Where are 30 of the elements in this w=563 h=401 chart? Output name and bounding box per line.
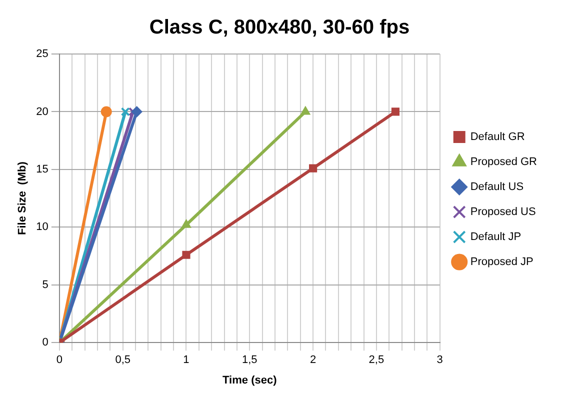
point [181, 219, 192, 228]
y-tick-label: 20 [36, 106, 48, 118]
legend-label: Proposed US [470, 206, 536, 218]
x-axis-title: Time (sec) [222, 374, 278, 386]
point [131, 106, 142, 118]
x-tick-label: 1,5 [242, 354, 258, 366]
x-tick-label: 0 [56, 354, 62, 366]
point [391, 108, 400, 116]
point [309, 164, 318, 172]
point [300, 106, 310, 115]
x-tick-label: 2,5 [368, 354, 384, 366]
chart-title: Class C, 800x480, 30-60 fps [149, 16, 410, 39]
y-axis-title: File Size (Mb) [16, 161, 29, 235]
x-tick-label: 3 [436, 354, 443, 366]
y-tick-label: 15 [36, 163, 48, 176]
x-tick-label: 1 [183, 354, 190, 366]
legend-label: Default GR [470, 131, 525, 144]
point [120, 107, 130, 116]
x-tick-label: 0,5 [115, 354, 130, 366]
y-tick-label: 25 [36, 48, 48, 60]
legend-label: Proposed GR [470, 156, 538, 168]
y-tick-label: 5 [42, 278, 48, 291]
y-tick-label: 0 [42, 336, 48, 349]
point [182, 250, 190, 259]
legend-label: Default JP [470, 231, 522, 244]
legend-label: Proposed JP [470, 256, 534, 268]
point [100, 106, 112, 118]
y-tick-label: 10 [36, 221, 48, 234]
x-tick-label: 2 [310, 354, 316, 366]
legend-label: Default US [470, 181, 524, 194]
